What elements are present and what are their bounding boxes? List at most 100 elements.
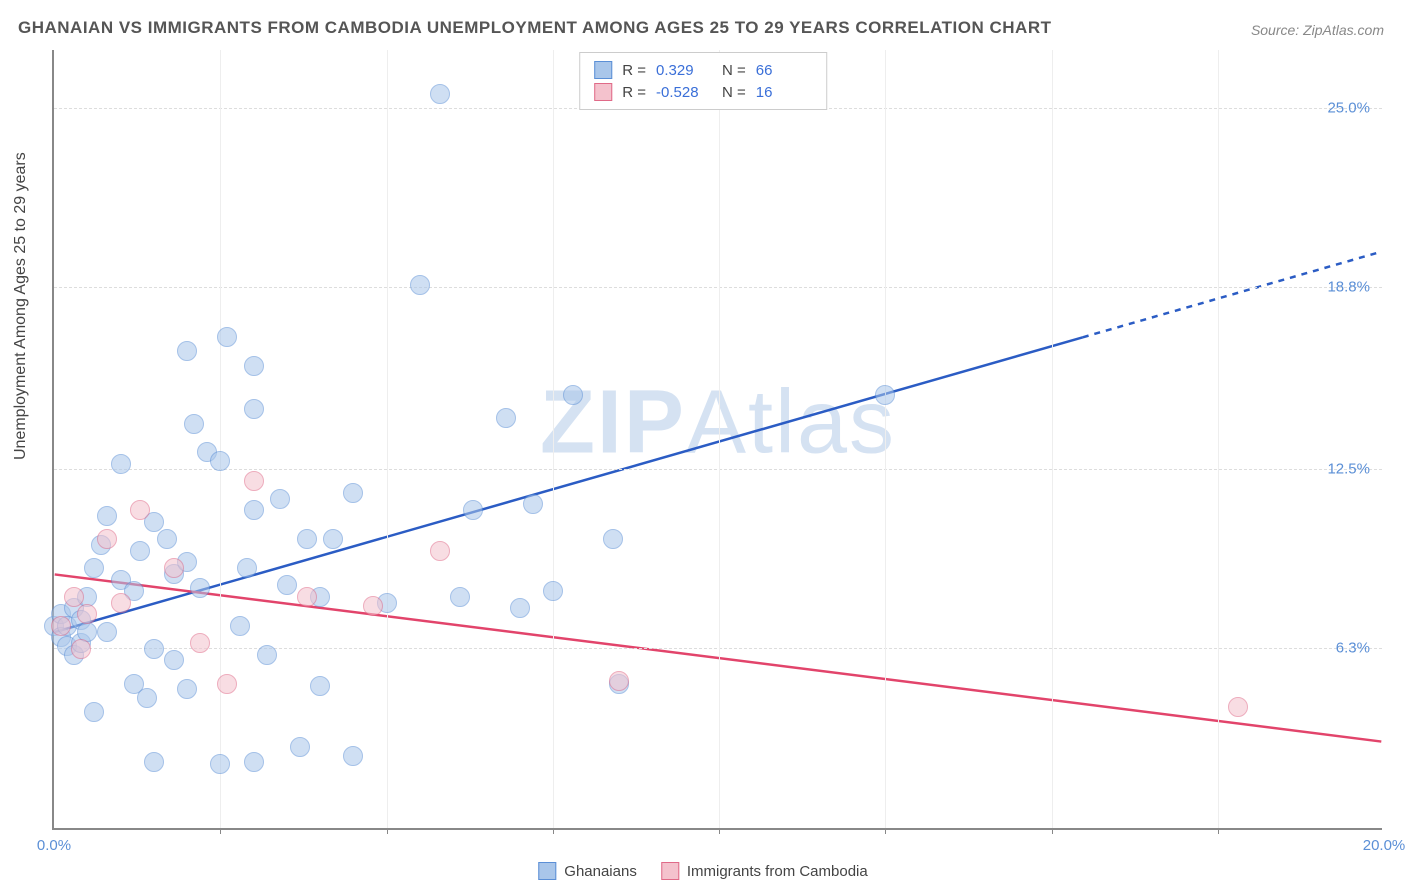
data-point xyxy=(244,752,264,772)
x-tick-label: 0.0% xyxy=(37,837,71,854)
y-axis-label: Unemployment Among Ages 25 to 29 years xyxy=(12,152,30,460)
legend-row: R = 0.329 N = 66 xyxy=(594,59,812,81)
data-point xyxy=(237,558,257,578)
watermark-light: Atlas xyxy=(686,373,896,473)
data-point xyxy=(77,604,97,624)
data-point xyxy=(363,596,383,616)
gridline-h xyxy=(54,287,1382,288)
gridline-v xyxy=(553,50,554,828)
data-point xyxy=(71,639,91,659)
data-point xyxy=(177,679,197,699)
data-point xyxy=(64,587,84,607)
trend-lines-svg xyxy=(54,50,1382,828)
data-point xyxy=(244,500,264,520)
legend-swatch xyxy=(538,862,556,880)
data-point xyxy=(430,84,450,104)
data-point xyxy=(1228,697,1248,717)
legend-row: R = -0.528 N = 16 xyxy=(594,81,812,103)
data-point xyxy=(144,752,164,772)
watermark: ZIPAtlas xyxy=(540,372,896,475)
source-label: Source: ZipAtlas.com xyxy=(1251,22,1384,38)
legend-item: Ghanaians xyxy=(538,862,637,880)
data-point xyxy=(97,506,117,526)
data-point xyxy=(244,356,264,376)
x-tick-mark xyxy=(387,828,388,834)
data-point xyxy=(111,593,131,613)
gridline-v xyxy=(719,50,720,828)
chart-title: GHANAIAN VS IMMIGRANTS FROM CAMBODIA UNE… xyxy=(18,18,1052,38)
data-point xyxy=(164,650,184,670)
data-point xyxy=(97,622,117,642)
data-point xyxy=(210,754,230,774)
data-point xyxy=(244,399,264,419)
legend-n-label: N = xyxy=(722,84,746,101)
legend-r-value: -0.528 xyxy=(656,84,712,101)
data-point xyxy=(310,676,330,696)
data-point xyxy=(51,616,71,636)
legend-n-value: 16 xyxy=(756,84,812,101)
data-point xyxy=(144,639,164,659)
data-point xyxy=(210,451,230,471)
data-point xyxy=(323,529,343,549)
legend-swatch xyxy=(594,61,612,79)
data-point xyxy=(343,746,363,766)
y-tick-label: 12.5% xyxy=(1327,460,1370,477)
data-point xyxy=(270,489,290,509)
legend-r-value: 0.329 xyxy=(656,62,712,79)
x-tick-mark xyxy=(719,828,720,834)
x-tick-label: 20.0% xyxy=(1363,837,1406,854)
x-tick-mark xyxy=(220,828,221,834)
legend-series-name: Ghanaians xyxy=(564,863,637,880)
data-point xyxy=(190,578,210,598)
data-point xyxy=(130,500,150,520)
data-point xyxy=(244,471,264,491)
gridline-h xyxy=(54,648,1382,649)
data-point xyxy=(164,558,184,578)
data-point xyxy=(297,587,317,607)
legend-n-value: 66 xyxy=(756,62,812,79)
gridline-v xyxy=(220,50,221,828)
data-point xyxy=(257,645,277,665)
legend-r-label: R = xyxy=(622,62,646,79)
data-point xyxy=(277,575,297,595)
data-point xyxy=(290,737,310,757)
correlation-legend: R = 0.329 N = 66 R = -0.528 N = 16 xyxy=(579,52,827,110)
data-point xyxy=(343,483,363,503)
y-tick-label: 18.8% xyxy=(1327,278,1370,295)
series-legend: Ghanaians Immigrants from Cambodia xyxy=(538,862,867,880)
data-point xyxy=(297,529,317,549)
data-point xyxy=(230,616,250,636)
legend-item: Immigrants from Cambodia xyxy=(661,862,868,880)
gridline-v xyxy=(1052,50,1053,828)
data-point xyxy=(543,581,563,601)
gridline-v xyxy=(1218,50,1219,828)
data-point xyxy=(97,529,117,549)
data-point xyxy=(157,529,177,549)
gridline-v xyxy=(387,50,388,828)
trend-line-solid xyxy=(55,574,1382,741)
data-point xyxy=(510,598,530,618)
data-point xyxy=(137,688,157,708)
data-point xyxy=(184,414,204,434)
data-point xyxy=(84,558,104,578)
data-point xyxy=(563,385,583,405)
data-point xyxy=(217,327,237,347)
legend-r-label: R = xyxy=(622,84,646,101)
legend-n-label: N = xyxy=(722,62,746,79)
x-tick-mark xyxy=(1218,828,1219,834)
data-point xyxy=(111,454,131,474)
gridline-v xyxy=(885,50,886,828)
data-point xyxy=(217,674,237,694)
plot-area: ZIPAtlas 6.3%12.5%18.8%25.0%0.0%20.0% xyxy=(52,50,1382,830)
data-point xyxy=(496,408,516,428)
data-point xyxy=(875,385,895,405)
y-tick-label: 25.0% xyxy=(1327,99,1370,116)
legend-swatch xyxy=(661,862,679,880)
gridline-h xyxy=(54,469,1382,470)
legend-swatch xyxy=(594,83,612,101)
data-point xyxy=(603,529,623,549)
x-tick-mark xyxy=(553,828,554,834)
data-point xyxy=(84,702,104,722)
data-point xyxy=(177,341,197,361)
data-point xyxy=(463,500,483,520)
